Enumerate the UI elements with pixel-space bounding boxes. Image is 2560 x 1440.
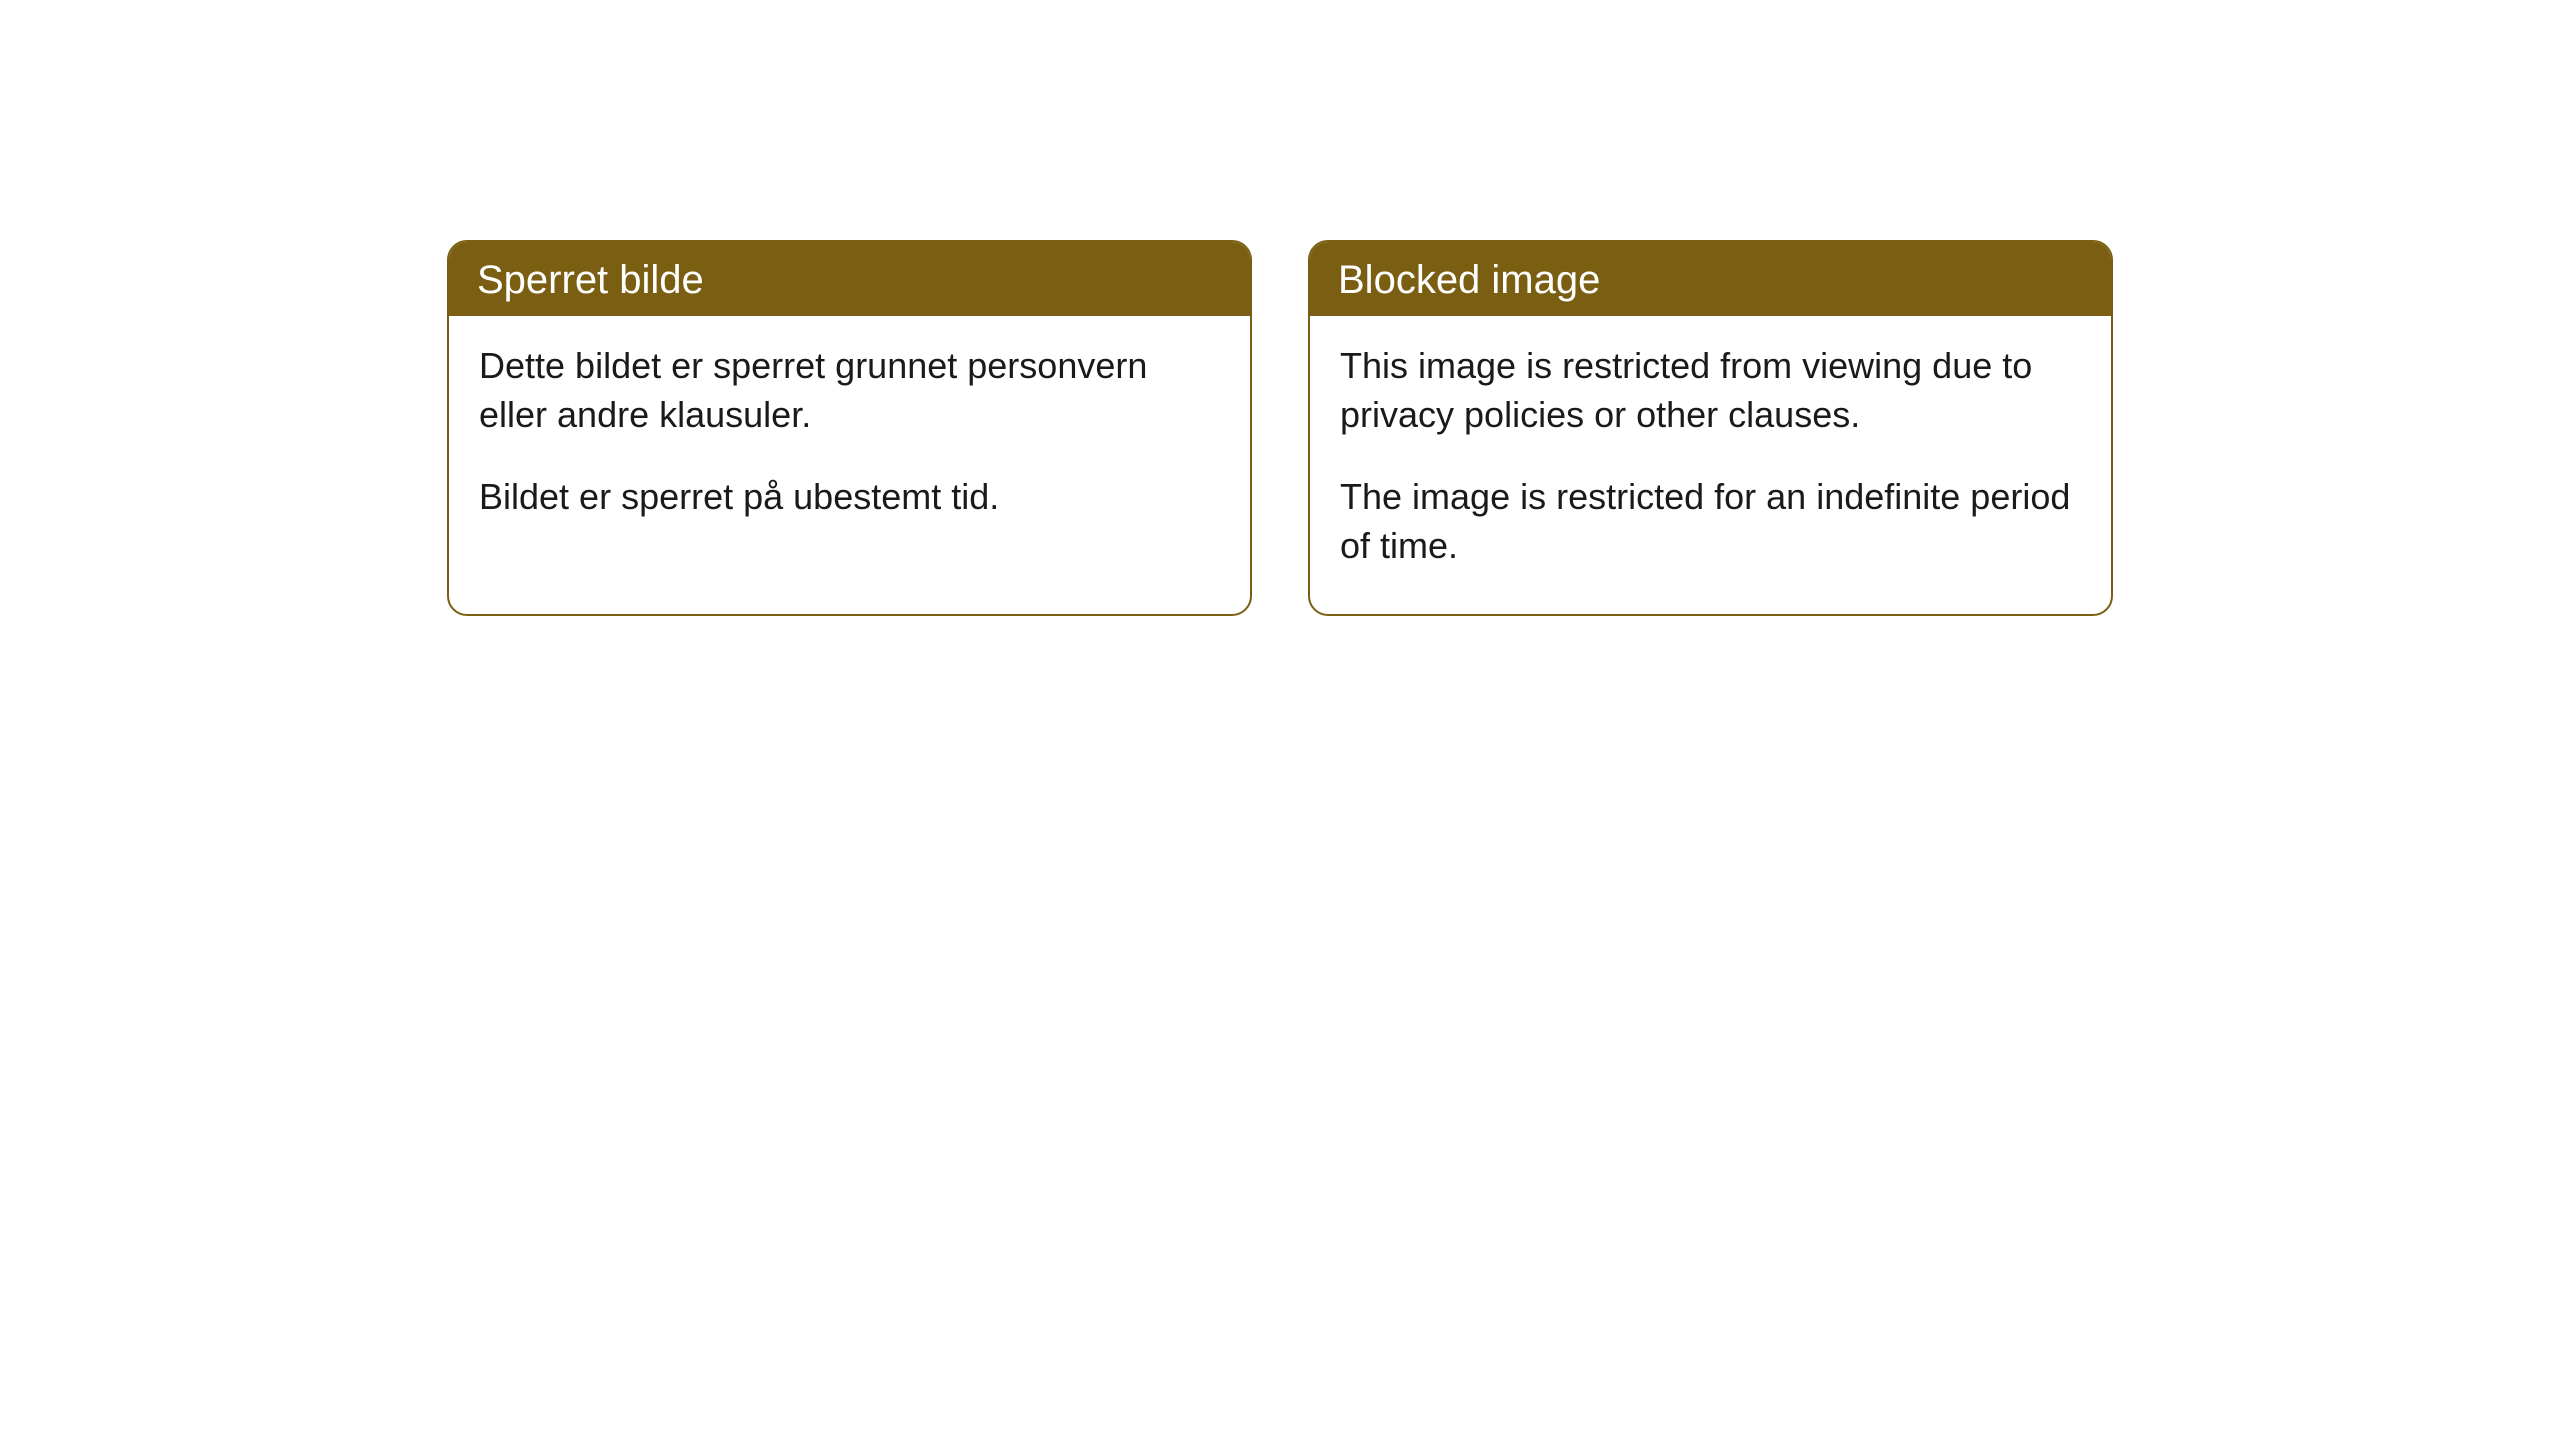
card-body: This image is restricted from viewing du… bbox=[1310, 316, 2111, 614]
notice-card-norwegian: Sperret bilde Dette bildet er sperret gr… bbox=[447, 240, 1252, 616]
card-header: Sperret bilde bbox=[449, 242, 1250, 316]
card-title: Sperret bilde bbox=[477, 258, 704, 302]
notice-card-english: Blocked image This image is restricted f… bbox=[1308, 240, 2113, 616]
card-title: Blocked image bbox=[1338, 258, 1600, 302]
notice-container: Sperret bilde Dette bildet er sperret gr… bbox=[447, 240, 2113, 616]
card-body: Dette bildet er sperret grunnet personve… bbox=[449, 316, 1250, 566]
card-paragraph: The image is restricted for an indefinit… bbox=[1340, 473, 2081, 570]
card-paragraph: Bildet er sperret på ubestemt tid. bbox=[479, 473, 1220, 522]
card-header: Blocked image bbox=[1310, 242, 2111, 316]
card-paragraph: This image is restricted from viewing du… bbox=[1340, 342, 2081, 439]
card-paragraph: Dette bildet er sperret grunnet personve… bbox=[479, 342, 1220, 439]
